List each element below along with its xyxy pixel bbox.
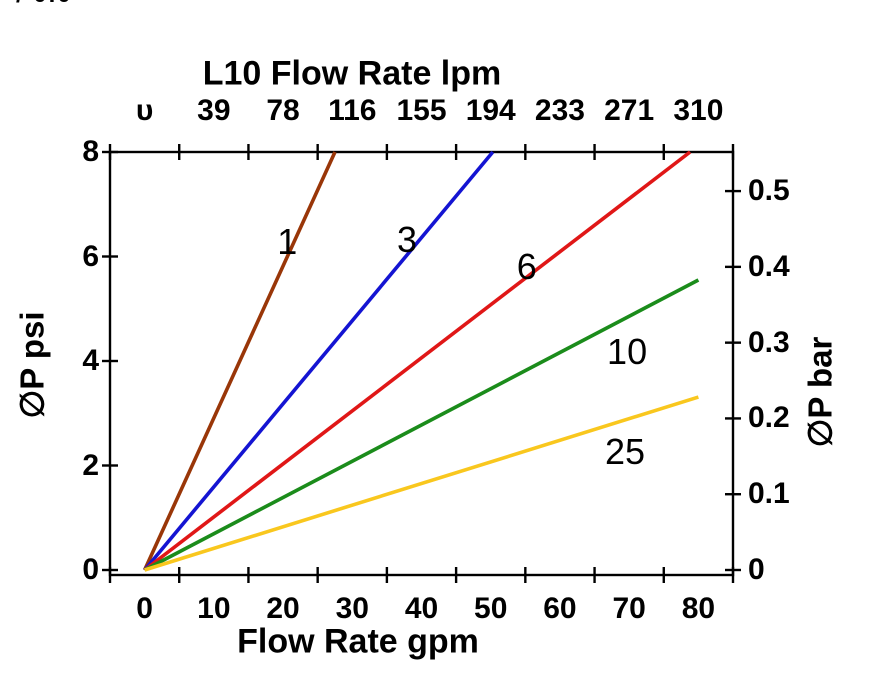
x-label-top-194: 194 [465, 94, 516, 127]
clipped-corner-text: / 0.0 [16, 0, 73, 9]
series-label-10: 10 [607, 331, 648, 373]
x-label-bottom-20: 20 [266, 592, 300, 625]
series-line-6 [143, 150, 692, 572]
x-label-top-310: 310 [673, 94, 724, 127]
y-label-right-0.4: 0.4 [748, 249, 790, 283]
y-label-right-0.2: 0.2 [748, 401, 790, 435]
x-label-bottom-50: 50 [474, 592, 508, 625]
x-label-bottom-0: 0 [136, 592, 153, 625]
x-label-top-116: 116 [328, 94, 377, 127]
x-label-bottom-10: 10 [197, 592, 231, 625]
x-label-top-39: 39 [197, 94, 231, 127]
series-line-3 [143, 150, 495, 572]
x-label-top-271: 271 [604, 94, 655, 127]
top-axis-title: L10 Flow Rate lpm [202, 54, 502, 93]
x-label-top-υ: υ [135, 94, 154, 127]
x-label-bottom-40: 40 [404, 592, 439, 625]
series-label-3: 3 [396, 218, 417, 260]
series-label-6: 6 [516, 245, 537, 287]
series-line-1 [142, 151, 337, 571]
series-line-10 [143, 278, 700, 572]
series-label-25: 25 [604, 430, 646, 472]
x-label-bottom-80: 80 [681, 592, 716, 625]
x-label-top-78: 78 [266, 94, 300, 127]
y-label-right-0.1: 0.1 [748, 477, 790, 511]
series-line-25 [144, 395, 699, 572]
x-label-bottom-30: 30 [335, 592, 369, 625]
y-label-left-4: 4 [82, 344, 99, 377]
x-label-top-155: 155 [396, 94, 447, 127]
x-axis-title: Flow Rate gpm [237, 622, 479, 661]
y-label-left-2: 2 [82, 448, 99, 482]
y-label-right-0.3: 0.3 [748, 325, 790, 359]
y-label-left-6: 6 [82, 239, 99, 273]
series-label-1: 1 [277, 220, 298, 262]
x-label-bottom-70: 70 [612, 592, 646, 625]
right-axis-title: ∅P bar [801, 336, 839, 448]
y-label-right-0: 0 [748, 553, 765, 586]
plot-border [108, 150, 735, 577]
x-label-bottom-60: 60 [543, 592, 577, 625]
y-label-left-0: 0 [82, 553, 99, 586]
y-label-left-8: 8 [82, 135, 99, 168]
y-label-right-0.5: 0.5 [748, 174, 790, 208]
x-label-top-233: 233 [534, 94, 585, 127]
